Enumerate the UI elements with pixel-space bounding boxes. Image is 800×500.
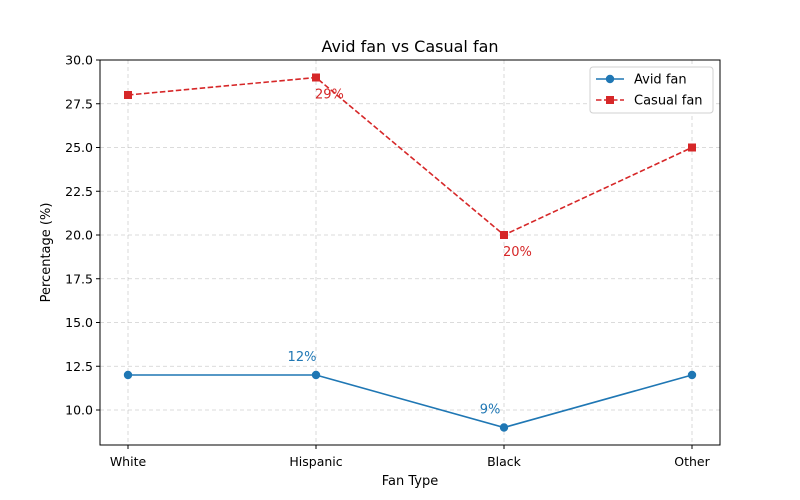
legend-label: Casual fan	[634, 94, 703, 109]
legend-marker	[606, 96, 614, 104]
series-line	[128, 374, 693, 429]
y-tick-label: 27.5	[65, 96, 93, 111]
plot-frame	[99, 59, 721, 446]
y-tick-label: 20.0	[65, 228, 93, 243]
data-point	[311, 370, 321, 380]
series-casual-fan: 29% 20%	[124, 73, 696, 260]
y-tick-label: 17.5	[65, 271, 93, 286]
data-point	[312, 73, 320, 82]
series-layer: 12% 9% 29% 20%	[123, 73, 697, 432]
data-point	[124, 91, 132, 99]
data-point	[688, 143, 696, 152]
x-tick-label: Black	[487, 454, 522, 469]
grid-lines	[100, 59, 720, 445]
data-label: 12%	[288, 350, 317, 365]
y-tick-label: 12.5	[65, 359, 93, 374]
y-tick-label: 25.0	[65, 140, 93, 155]
y-axis-title: Percentage (%)	[39, 203, 54, 303]
y-tick-label: 15.0	[65, 315, 93, 330]
data-point	[687, 370, 697, 380]
y-tick-label: 22.5	[65, 184, 93, 199]
y-tick-label: 10.0	[65, 403, 93, 418]
data-point	[123, 370, 133, 380]
data-point	[500, 231, 508, 239]
x-tick-label: Other	[674, 454, 710, 469]
data-label: 20%	[503, 245, 532, 260]
data-point	[499, 423, 509, 432]
x-axis-title: Fan Type	[382, 474, 438, 489]
series-line	[127, 76, 693, 236]
series-avid-fan: 12% 9%	[123, 350, 697, 432]
legend-marker	[605, 74, 615, 84]
x-axis-ticks: White Hispanic Black Other	[110, 445, 711, 469]
chart-title: Avid fan vs Casual fan	[321, 37, 498, 56]
y-tick-label: 30.0	[65, 53, 93, 68]
data-label: 9%	[480, 403, 501, 418]
x-tick-label: Hispanic	[289, 454, 342, 469]
legend-label: Avid fan	[634, 73, 687, 88]
y-axis-ticks: 10.0 12.5 15.0 17.5 20.0 22.5 25.0 27.5 30.0	[65, 53, 100, 418]
x-tick-label: White	[110, 454, 147, 469]
data-label: 29%	[315, 88, 344, 103]
legend: Avid fan Casual fan	[589, 66, 714, 114]
